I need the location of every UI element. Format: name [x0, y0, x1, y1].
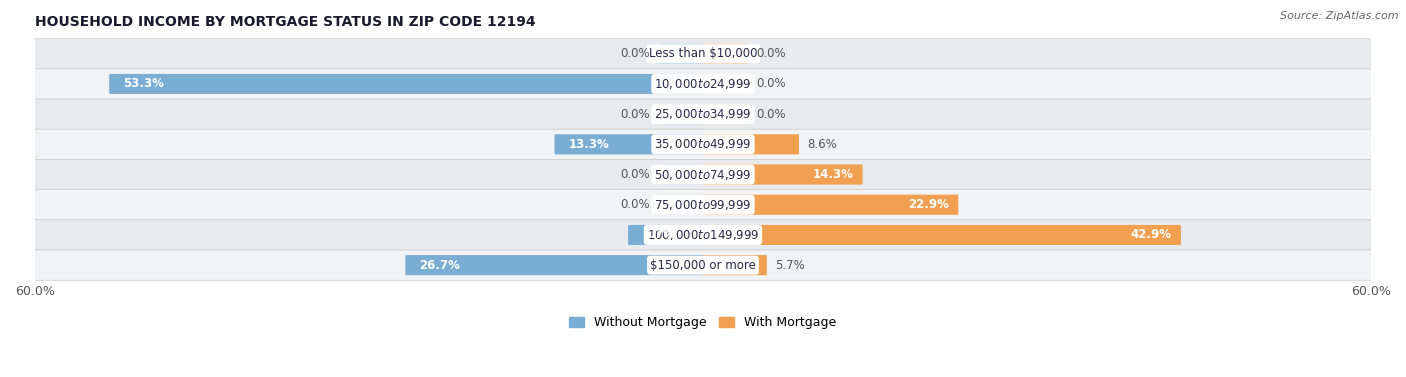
FancyBboxPatch shape	[110, 74, 703, 94]
Text: $150,000 or more: $150,000 or more	[650, 259, 756, 272]
Text: 6.7%: 6.7%	[641, 228, 675, 241]
Text: $50,000 to $74,999: $50,000 to $74,999	[654, 167, 752, 182]
FancyBboxPatch shape	[35, 220, 1371, 250]
Text: 5.7%: 5.7%	[775, 259, 806, 272]
Text: 14.3%: 14.3%	[813, 168, 853, 181]
FancyBboxPatch shape	[35, 69, 1371, 99]
FancyBboxPatch shape	[703, 225, 1181, 245]
FancyBboxPatch shape	[35, 250, 1371, 280]
FancyBboxPatch shape	[703, 165, 862, 184]
FancyBboxPatch shape	[555, 134, 703, 154]
FancyBboxPatch shape	[35, 38, 1371, 69]
Text: 42.9%: 42.9%	[1130, 228, 1171, 241]
Text: 0.0%: 0.0%	[620, 47, 650, 60]
FancyBboxPatch shape	[703, 134, 799, 154]
Text: Less than $10,000: Less than $10,000	[648, 47, 758, 60]
FancyBboxPatch shape	[703, 74, 748, 94]
FancyBboxPatch shape	[35, 159, 1371, 190]
FancyBboxPatch shape	[703, 104, 748, 124]
FancyBboxPatch shape	[110, 74, 703, 94]
FancyBboxPatch shape	[703, 134, 799, 154]
Text: 53.3%: 53.3%	[122, 77, 163, 90]
Text: $35,000 to $49,999: $35,000 to $49,999	[654, 137, 752, 151]
Text: 0.0%: 0.0%	[756, 107, 786, 121]
Text: 22.9%: 22.9%	[908, 198, 949, 211]
Text: 0.0%: 0.0%	[756, 47, 786, 60]
FancyBboxPatch shape	[405, 255, 703, 275]
Text: 0.0%: 0.0%	[620, 168, 650, 181]
Text: $25,000 to $34,999: $25,000 to $34,999	[654, 107, 752, 121]
Text: $100,000 to $149,999: $100,000 to $149,999	[647, 228, 759, 242]
Text: 0.0%: 0.0%	[756, 77, 786, 90]
FancyBboxPatch shape	[35, 190, 1371, 220]
Text: HOUSEHOLD INCOME BY MORTGAGE STATUS IN ZIP CODE 12194: HOUSEHOLD INCOME BY MORTGAGE STATUS IN Z…	[35, 15, 536, 29]
Text: 8.6%: 8.6%	[807, 138, 838, 151]
FancyBboxPatch shape	[703, 44, 748, 64]
Text: $10,000 to $24,999: $10,000 to $24,999	[654, 77, 752, 91]
FancyBboxPatch shape	[405, 255, 703, 275]
FancyBboxPatch shape	[703, 195, 959, 215]
FancyBboxPatch shape	[703, 255, 766, 275]
FancyBboxPatch shape	[658, 44, 703, 64]
FancyBboxPatch shape	[628, 225, 703, 245]
FancyBboxPatch shape	[555, 134, 703, 154]
Legend: Without Mortgage, With Mortgage: Without Mortgage, With Mortgage	[569, 316, 837, 329]
FancyBboxPatch shape	[703, 225, 1181, 245]
FancyBboxPatch shape	[658, 104, 703, 124]
FancyBboxPatch shape	[35, 129, 1371, 159]
Text: Source: ZipAtlas.com: Source: ZipAtlas.com	[1281, 11, 1399, 21]
FancyBboxPatch shape	[703, 195, 959, 215]
Text: 26.7%: 26.7%	[419, 259, 460, 272]
FancyBboxPatch shape	[658, 165, 703, 184]
FancyBboxPatch shape	[703, 255, 766, 275]
Text: $75,000 to $99,999: $75,000 to $99,999	[654, 198, 752, 212]
FancyBboxPatch shape	[703, 165, 862, 184]
FancyBboxPatch shape	[658, 195, 703, 215]
Text: 13.3%: 13.3%	[568, 138, 609, 151]
FancyBboxPatch shape	[35, 99, 1371, 129]
FancyBboxPatch shape	[628, 225, 703, 245]
Text: 0.0%: 0.0%	[620, 107, 650, 121]
Text: 0.0%: 0.0%	[620, 198, 650, 211]
